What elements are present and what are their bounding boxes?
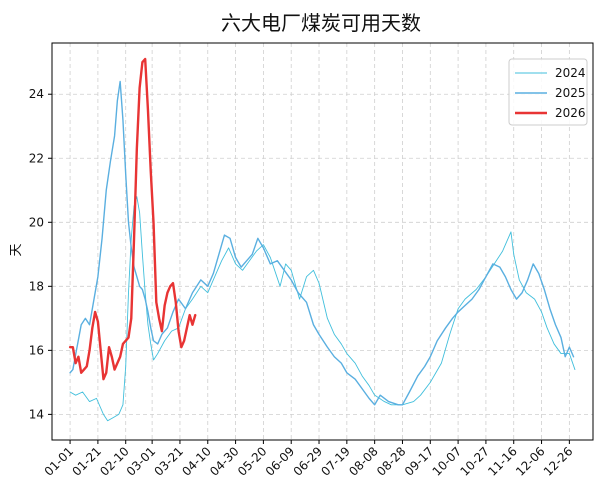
plot-area-frame bbox=[51, 42, 594, 441]
y-tick-label: 14 bbox=[29, 407, 44, 421]
series-line-2026 bbox=[68, 57, 197, 381]
y-tick-label: 18 bbox=[29, 279, 44, 293]
x-tick-label: 12-26 bbox=[541, 444, 576, 479]
x-tick-label: 06-29 bbox=[291, 444, 326, 479]
y-axis-ticks: 14 16 18 20 22 24 bbox=[29, 87, 52, 421]
legend-label-2025: 2025 bbox=[555, 86, 586, 100]
x-tick-label: 11-16 bbox=[485, 444, 520, 479]
x-tick-label: 06-09 bbox=[263, 444, 298, 479]
legend-box bbox=[508, 58, 588, 126]
y-tick-label: 24 bbox=[29, 87, 44, 101]
x-axis-ticks: 01-0101-2102-1003-0103-2104-1004-3005-20… bbox=[42, 440, 576, 479]
x-tick-label: 08-08 bbox=[346, 444, 381, 479]
x-tick-label: 09-17 bbox=[402, 444, 437, 479]
series-line-2024 bbox=[69, 196, 576, 422]
x-tick-label: 10-07 bbox=[430, 444, 465, 479]
x-tick-label: 01-21 bbox=[69, 444, 104, 479]
gridlines bbox=[52, 43, 593, 440]
series-line-2025 bbox=[69, 80, 575, 406]
x-tick-label: 02-10 bbox=[97, 444, 132, 479]
y-tick-label: 20 bbox=[29, 215, 44, 229]
y-axis-label: 天 bbox=[9, 243, 24, 256]
legend: 2024 2025 2026 bbox=[508, 58, 588, 126]
x-tick-label: 01-01 bbox=[42, 444, 77, 479]
x-tick-label: 12-06 bbox=[513, 444, 548, 479]
x-tick-label: 10-27 bbox=[457, 444, 492, 479]
legend-label-2024: 2024 bbox=[555, 66, 586, 80]
x-tick-label: 08-28 bbox=[374, 444, 409, 479]
x-tick-label: 07-19 bbox=[318, 444, 353, 479]
x-tick-label: 04-30 bbox=[207, 444, 242, 479]
x-tick-label: 03-21 bbox=[152, 444, 187, 479]
series-lines bbox=[68, 57, 576, 422]
x-tick-label: 03-01 bbox=[124, 444, 159, 479]
x-tick-label: 05-20 bbox=[235, 444, 270, 479]
x-tick-label: 04-10 bbox=[179, 444, 214, 479]
y-tick-label: 16 bbox=[29, 343, 44, 357]
y-tick-label: 22 bbox=[29, 151, 44, 165]
chart-title: 六大电厂煤炭可用天数 bbox=[221, 11, 421, 35]
legend-label-2026: 2026 bbox=[555, 106, 586, 120]
